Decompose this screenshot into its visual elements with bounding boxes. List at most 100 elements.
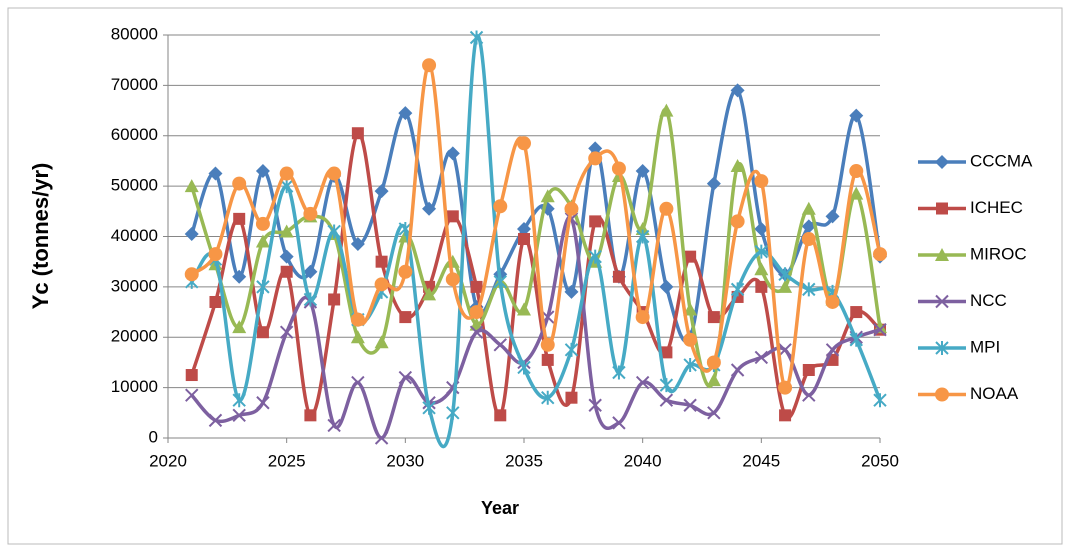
- marker: [659, 393, 674, 407]
- marker: [849, 108, 864, 123]
- y-tick-label: 0: [149, 427, 158, 446]
- marker: [564, 201, 579, 216]
- marker: [232, 269, 247, 284]
- marker: [706, 373, 721, 387]
- marker: [801, 219, 816, 234]
- y-tick-label: 80000: [111, 24, 158, 43]
- marker: [255, 164, 270, 179]
- marker: [422, 400, 436, 415]
- marker: [350, 237, 365, 252]
- marker: [801, 232, 816, 247]
- marker: [374, 335, 389, 349]
- marker: [374, 184, 389, 199]
- marker: [540, 337, 555, 352]
- marker: [255, 216, 270, 231]
- marker: [825, 343, 840, 357]
- marker: [232, 393, 246, 408]
- marker: [778, 267, 792, 282]
- marker: [683, 357, 697, 372]
- marker: [850, 306, 863, 319]
- marker: [730, 363, 745, 377]
- marker: [564, 284, 579, 299]
- marker: [280, 265, 293, 278]
- marker: [779, 409, 792, 422]
- marker: [935, 248, 949, 261]
- marker: [256, 326, 269, 339]
- marker: [208, 413, 223, 428]
- marker: [778, 279, 793, 293]
- marker: [208, 166, 223, 181]
- marker: [518, 233, 530, 246]
- x-tick-label: 2045: [742, 451, 780, 470]
- marker: [184, 179, 199, 193]
- marker: [730, 214, 745, 229]
- legend-label: MPI: [970, 337, 1000, 356]
- legend-label: NOAA: [970, 384, 1019, 403]
- marker: [564, 342, 579, 357]
- marker: [588, 141, 603, 156]
- marker: [422, 201, 437, 216]
- marker: [327, 166, 342, 181]
- marker: [849, 164, 864, 179]
- marker: [374, 277, 389, 292]
- marker: [279, 179, 294, 194]
- marker: [849, 186, 864, 200]
- y-tick-label: 70000: [111, 75, 158, 94]
- marker: [754, 350, 769, 365]
- marker: [279, 166, 294, 181]
- marker: [612, 416, 626, 430]
- marker: [303, 206, 318, 221]
- marker: [445, 272, 460, 287]
- y-tick-label: 50000: [111, 176, 158, 195]
- marker: [350, 330, 365, 344]
- marker: [825, 209, 840, 224]
- marker: [730, 282, 745, 297]
- marker: [422, 287, 437, 301]
- x-tick-label: 2035: [505, 451, 543, 470]
- marker: [185, 388, 199, 402]
- marker: [493, 274, 507, 289]
- y-tick-label: 20000: [111, 327, 158, 346]
- x-axis-label: Year: [481, 498, 519, 518]
- legend-label: MIROC: [970, 244, 1027, 263]
- marker: [935, 294, 949, 309]
- marker: [517, 136, 531, 151]
- marker: [445, 146, 460, 161]
- y-tick-label: 40000: [111, 226, 158, 245]
- marker: [279, 249, 294, 264]
- marker: [517, 360, 531, 375]
- marker: [873, 247, 887, 262]
- marker: [350, 312, 365, 327]
- marker: [635, 375, 650, 390]
- y-tick-label: 30000: [111, 276, 158, 295]
- marker: [588, 398, 602, 412]
- marker: [802, 282, 816, 297]
- marker: [399, 311, 412, 324]
- marker: [825, 294, 840, 309]
- marker: [494, 409, 507, 422]
- marker: [541, 390, 555, 405]
- marker: [635, 310, 650, 325]
- x-tick-label: 2030: [386, 451, 424, 470]
- marker: [493, 199, 508, 214]
- marker: [730, 83, 745, 98]
- marker: [589, 215, 602, 228]
- marker: [935, 155, 949, 169]
- marker: [255, 234, 270, 248]
- x-tick-label: 2040: [624, 451, 662, 470]
- marker: [611, 161, 626, 176]
- marker: [683, 302, 698, 316]
- y-tick-label: 10000: [111, 377, 158, 396]
- x-tick-label: 2020: [149, 451, 187, 470]
- marker: [635, 164, 650, 179]
- legend-label: NCC: [970, 291, 1007, 310]
- marker: [754, 174, 769, 189]
- marker: [327, 418, 341, 433]
- marker: [469, 30, 484, 45]
- marker: [754, 244, 769, 259]
- marker: [375, 255, 388, 268]
- marker: [469, 305, 484, 320]
- marker: [446, 405, 460, 420]
- series: [184, 58, 887, 395]
